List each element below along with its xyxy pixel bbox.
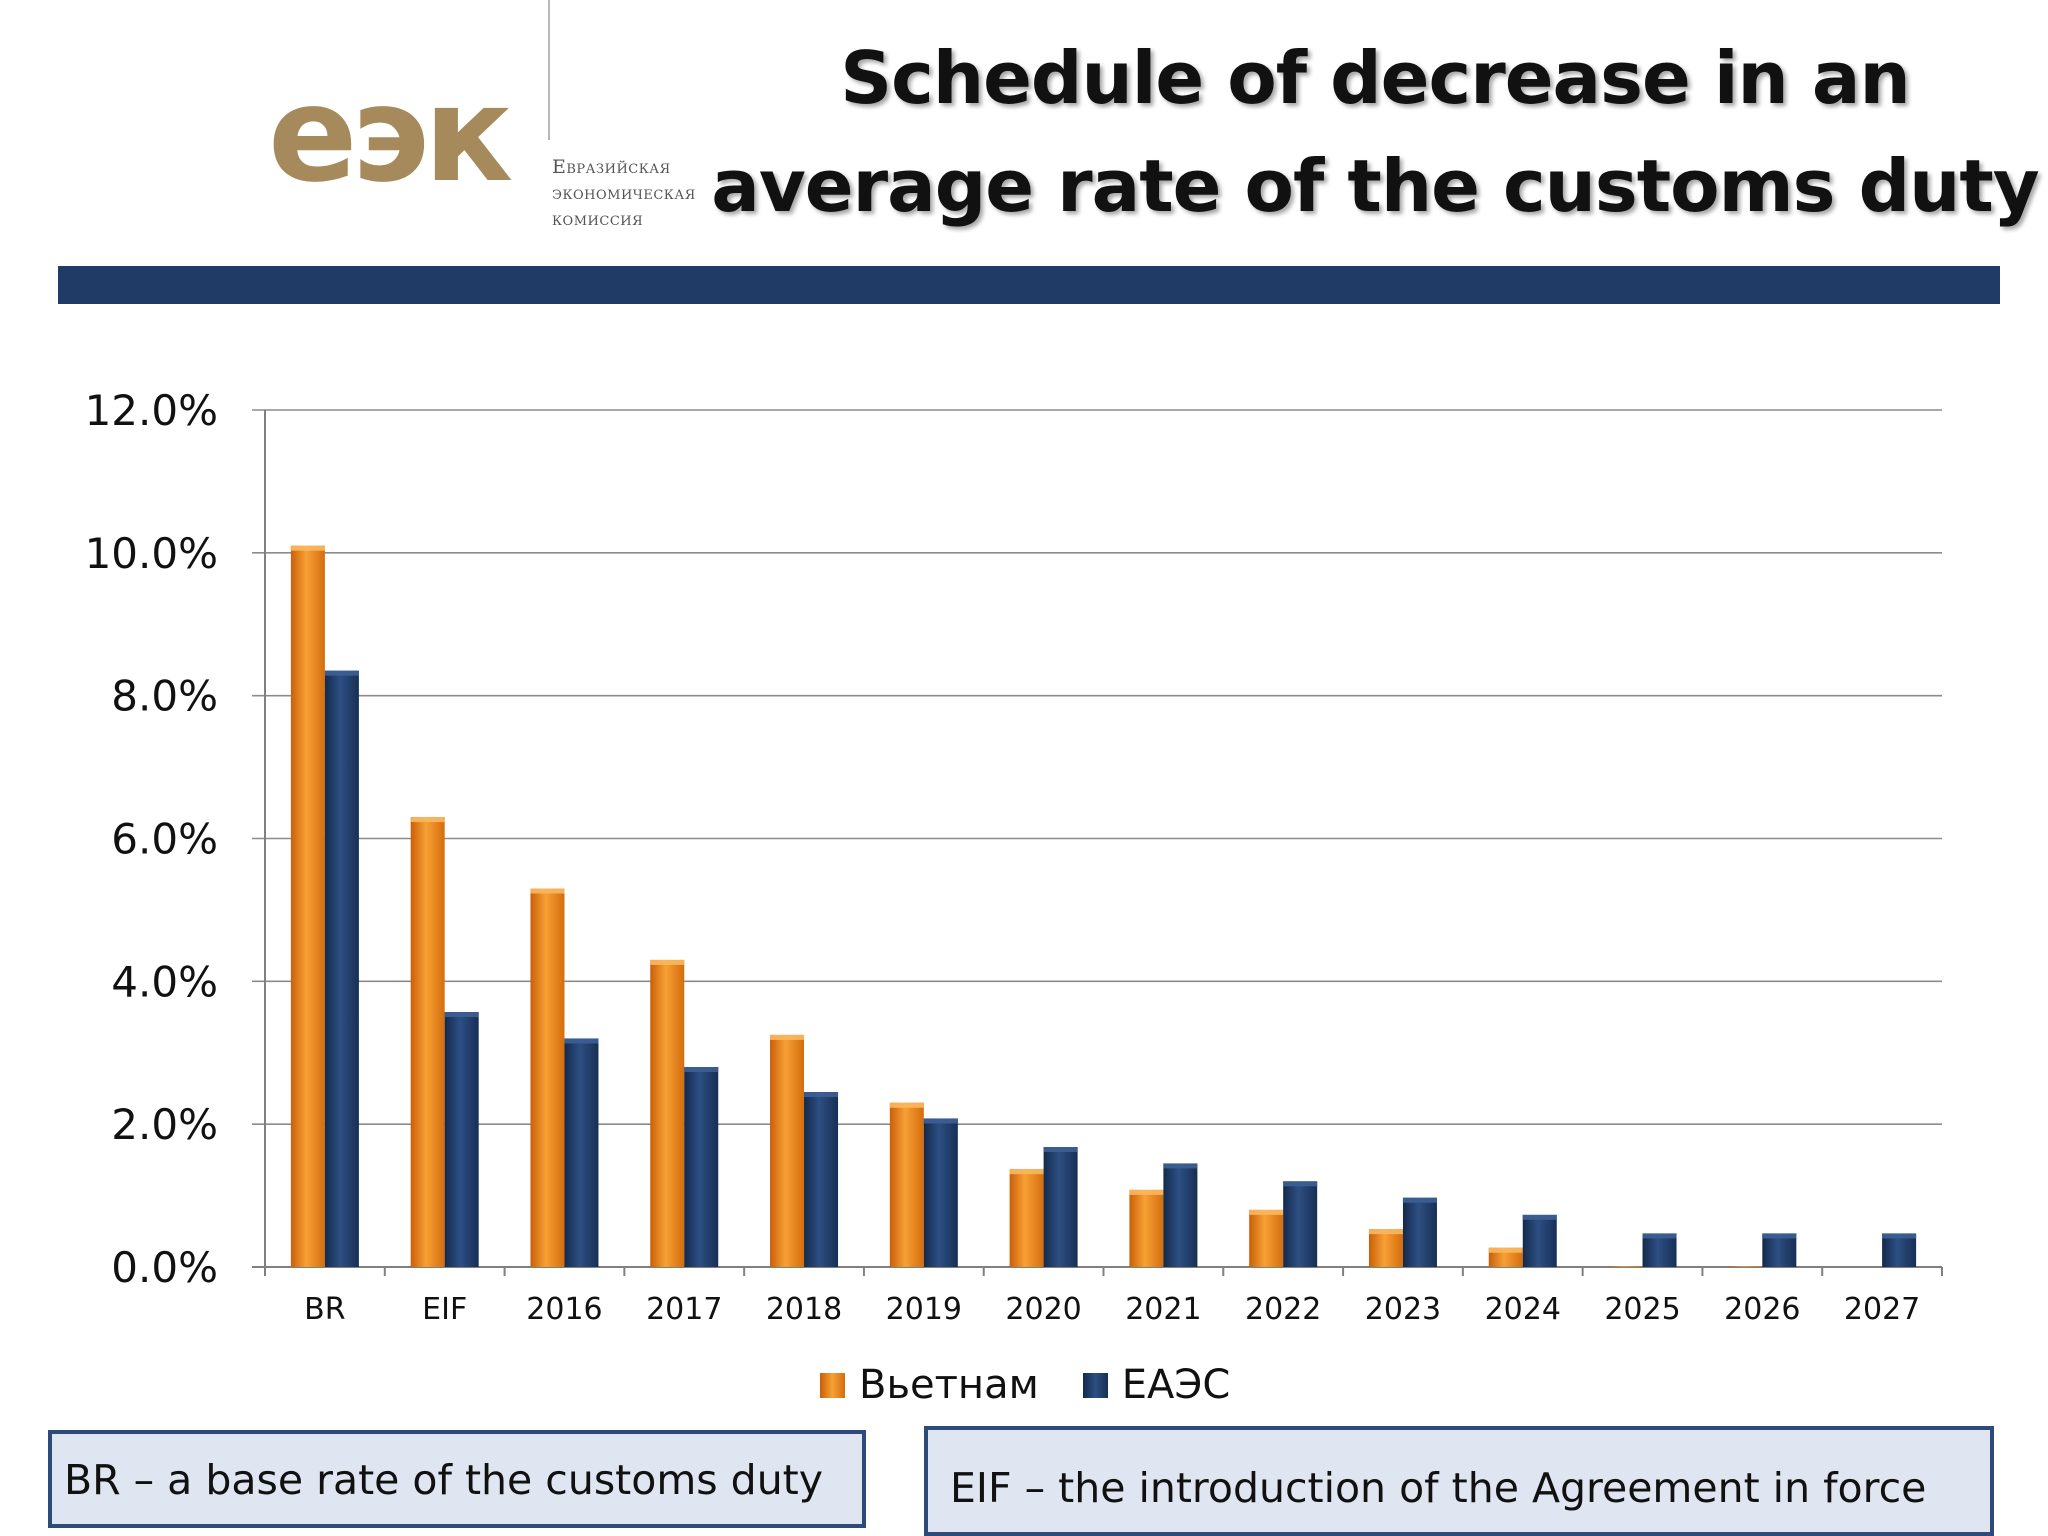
bar-cap — [889, 1102, 924, 1108]
bar-eaeu-2027 — [1882, 1233, 1917, 1267]
note-br-definition: BR – a base rate of the customs duty — [48, 1430, 866, 1528]
logo-divider — [548, 0, 550, 140]
bar-eaeu-EIF — [444, 1012, 479, 1267]
bar-eaeu-2020 — [1043, 1147, 1078, 1267]
bar-cap — [1642, 1233, 1677, 1239]
y-tick-label: 4.0% — [111, 957, 218, 1006]
chart-gridlines — [252, 409, 1942, 1268]
y-tick-label: 10.0% — [85, 529, 218, 578]
x-tick-label: 2020 — [1005, 1292, 1081, 1327]
bar-cap — [650, 959, 685, 965]
y-axis-tick-labels: 0.0% 2.0% 4.0% 6.0% 8.0% 10.0% 12.0% — [85, 386, 218, 1292]
slide-title: Schedule of decrease in an average rate … — [711, 36, 2040, 228]
bar-vietnam-2021 — [1129, 1189, 1164, 1267]
bar-vietnam-2018 — [770, 1034, 805, 1267]
x-tick-label: EIF — [422, 1292, 467, 1327]
bar-cap — [1488, 1247, 1523, 1253]
x-tick-label: 2017 — [646, 1292, 722, 1327]
x-tick-label: 2023 — [1365, 1292, 1441, 1327]
legend-item-vietnam: Вьетнам — [820, 1362, 1039, 1408]
bar-cap — [1368, 1229, 1403, 1235]
bar-eaeu-2024 — [1522, 1214, 1557, 1267]
logo-org-name: Евразийская экономическая комиссия — [552, 156, 696, 230]
bar-vietnam-2025 — [1608, 1266, 1643, 1267]
bar-vietnam-2017 — [650, 959, 685, 1267]
header-bar — [58, 266, 2000, 304]
y-tick-label: 0.0% — [111, 1243, 218, 1292]
bar-vietnam-2022 — [1249, 1209, 1284, 1267]
x-tick-label: 2021 — [1125, 1292, 1201, 1327]
bar-cap — [1009, 1169, 1044, 1175]
logo: еэк Евразийская экономическая комиссия — [260, 0, 780, 250]
bar-eaeu-2021 — [1163, 1163, 1198, 1267]
bar-vietnam-2016 — [530, 888, 565, 1267]
legend-item-eaeu: ЕАЭС — [1082, 1362, 1231, 1408]
bar-cap — [1762, 1233, 1797, 1239]
bar-vietnam-2019 — [889, 1102, 924, 1267]
chart-legend: Вьетнам ЕАЭС — [820, 1360, 1274, 1410]
bar-cap — [290, 545, 325, 551]
x-axis-tick-labels: BR EIF 2016 2017 2018 2019 2020 2021 2022 2023 202… — [304, 1292, 1920, 1327]
bar-cap — [410, 817, 445, 823]
bar-cap — [1043, 1147, 1078, 1153]
bar-chart: 0.0% 2.0% 4.0% 6.0% 8.0% 10.0% 12.0% BR EIF 2016… — [85, 386, 1943, 1327]
bar-eaeu-2025 — [1642, 1233, 1677, 1267]
x-tick-label: 2026 — [1724, 1292, 1800, 1327]
bar-cap — [1882, 1233, 1917, 1239]
x-tick-label: BR — [304, 1292, 345, 1327]
y-tick-label: 6.0% — [111, 815, 218, 864]
bar-eaeu-BR — [324, 670, 359, 1267]
note-eif-definition: EIF – the introduction of the Agreement … — [924, 1426, 1994, 1536]
bar-cap — [804, 1092, 839, 1098]
bar-cap — [444, 1012, 479, 1018]
bar-cap — [684, 1067, 719, 1073]
bar-cap — [1402, 1197, 1437, 1203]
legend-label-vietnam: Вьетнам — [859, 1362, 1039, 1408]
bar-vietnam-2026 — [1728, 1266, 1763, 1267]
x-tick-label: 2027 — [1844, 1292, 1920, 1327]
bar-cap — [1163, 1163, 1198, 1169]
y-tick-label: 8.0% — [111, 672, 218, 721]
bar-cap — [530, 888, 565, 894]
y-tick-label: 12.0% — [85, 386, 218, 435]
logo-mark: еэк — [268, 58, 513, 212]
bar-vietnam-EIF — [410, 817, 445, 1267]
bar-cap — [923, 1118, 958, 1124]
bar-vietnam-2020 — [1009, 1169, 1044, 1267]
bar-cap — [1283, 1181, 1318, 1187]
bar-eaeu-2019 — [923, 1118, 958, 1267]
bar-cap — [324, 670, 359, 676]
x-tick-label: 2019 — [886, 1292, 962, 1327]
bar-eaeu-2022 — [1283, 1181, 1318, 1267]
bar-vietnam-2023 — [1368, 1229, 1403, 1267]
bar-cap — [1522, 1214, 1557, 1220]
x-tick-label: 2022 — [1245, 1292, 1321, 1327]
bar-eaeu-2017 — [684, 1067, 719, 1267]
legend-label-eaeu: ЕАЭС — [1121, 1362, 1231, 1408]
bar-cap — [1249, 1209, 1284, 1215]
x-tick-label: 2024 — [1485, 1292, 1561, 1327]
chart-bars — [290, 545, 1917, 1267]
bar-eaeu-2023 — [1402, 1197, 1437, 1267]
x-tick-label: 2025 — [1604, 1292, 1680, 1327]
x-tick-label: 2016 — [526, 1292, 602, 1327]
legend-swatch-vietnam — [820, 1372, 845, 1398]
legend-swatch-eaeu — [1082, 1372, 1108, 1398]
bar-eaeu-2018 — [804, 1092, 839, 1267]
chart-axes — [252, 410, 1943, 1276]
bar-eaeu-2026 — [1762, 1233, 1797, 1267]
y-tick-label: 2.0% — [111, 1100, 218, 1149]
bar-cap — [564, 1038, 599, 1044]
bar-cap — [770, 1034, 805, 1040]
bar-eaeu-2016 — [564, 1038, 599, 1267]
bar-cap — [1129, 1189, 1164, 1195]
bar-vietnam-BR — [290, 545, 325, 1267]
x-tick-label: 2018 — [766, 1292, 842, 1327]
